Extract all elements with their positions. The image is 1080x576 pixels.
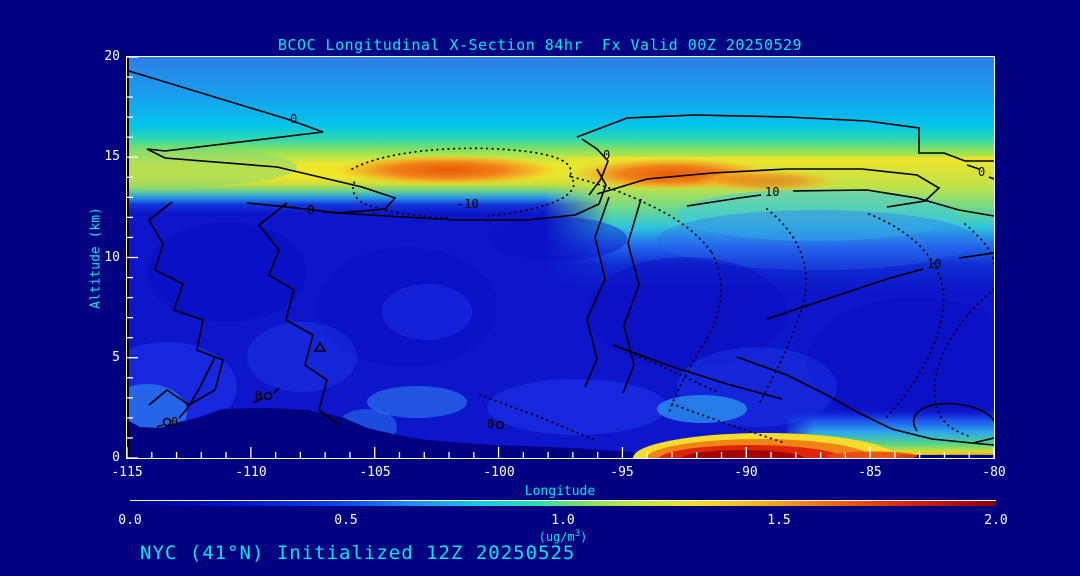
colorbar-tick-label: 2.0 (984, 513, 1008, 528)
colorbar-tick-label: 1.5 (767, 513, 791, 528)
unit-superscript: 3 (574, 529, 581, 539)
contour-label: 0 (307, 203, 314, 217)
colorbar (130, 500, 996, 506)
x-tick-label: -80 (982, 465, 1006, 480)
cross-section-plot: 0 0 0 0 10 10 -10 0 0 0 (127, 57, 994, 458)
contour-label: 0 (171, 415, 178, 429)
solid-contours (128, 70, 994, 446)
plume-hotspot-tail (697, 170, 837, 192)
y-tick-label: 0 (112, 450, 120, 465)
contour-label: 0 (255, 389, 262, 403)
contour-label: 0 (978, 165, 985, 179)
colorbar-tick-label: 0.0 (118, 513, 142, 528)
contour-label: 0 (603, 148, 610, 162)
y-tick-label: 15 (104, 149, 120, 164)
colorbar-tick-label: 0.5 (334, 513, 358, 528)
x-tick-label: -90 (734, 465, 758, 480)
y-tick-label: 5 (112, 350, 120, 365)
dotted-contours (351, 147, 994, 443)
colorbar-topline (130, 500, 996, 501)
terrain (127, 408, 994, 458)
lower-blue-patches (127, 217, 994, 445)
colorbar-units: (ug/m3) (539, 529, 588, 544)
contour-label: 10 (927, 257, 941, 271)
x-tick-label: -115 (111, 465, 143, 480)
unit-prefix: (ug/m (538, 530, 575, 544)
contour-label: 0 (290, 112, 297, 126)
x-tick-label: -110 (235, 465, 267, 480)
plot-frame: 0 0 0 0 10 10 -10 0 0 0 (126, 56, 995, 459)
y-tick-label: 10 (104, 250, 120, 265)
axis-ticks (127, 57, 994, 458)
band-left-softener (127, 147, 297, 187)
y-tick-label: 20 (104, 49, 120, 64)
colorbar-gradient (130, 501, 996, 506)
unit-suffix: ) (580, 530, 588, 544)
contour-label: -10 (457, 197, 479, 211)
plume-hotspot-west (335, 155, 559, 185)
contour-label: 10 (765, 185, 779, 199)
colorbar-tick-label: 1.0 (551, 513, 575, 528)
x-tick-label: -100 (483, 465, 515, 480)
surface-plume (633, 433, 994, 458)
contour-label-group: 0 0 0 0 10 10 -10 0 0 0 (171, 112, 985, 431)
chart-title: BCOC Longitudinal X-Section 84hr Fx Vali… (277, 36, 803, 54)
blue-pocket (657, 210, 977, 270)
y-axis-title: Altitude (km) (88, 207, 104, 309)
run-caption: NYC (41°N) Initialized 12Z 20250525 (140, 542, 576, 564)
x-axis-title: Longitude (524, 484, 596, 499)
x-tick-label: -105 (359, 465, 391, 480)
cyan-pocket (677, 189, 957, 241)
x-tick-label: -85 (858, 465, 882, 480)
contour-label: 0 (487, 417, 494, 431)
x-tick-label: -95 (610, 465, 634, 480)
